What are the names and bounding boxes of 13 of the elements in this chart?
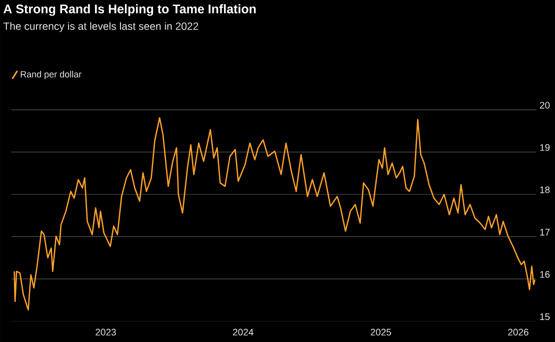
y-tick-label: 15 <box>540 313 550 320</box>
chart-subtitle: The currency is at levels last seen in 2022 <box>3 22 198 32</box>
x-tick-label: 2026 <box>508 328 528 336</box>
y-tick-label: 17 <box>540 228 550 236</box>
x-tick-label: 2024 <box>233 328 254 336</box>
x-tick-label: 2023 <box>96 328 116 336</box>
chart-title: A Strong Rand Is Helping to Tame Inflation <box>4 4 256 16</box>
y-tick-label: 18 <box>540 186 550 194</box>
y-tick-label: 16 <box>540 271 550 278</box>
y-tick-label: 20 <box>540 102 550 109</box>
x-tick-label: 2025 <box>370 328 392 336</box>
legend-label: Rand per dollar <box>20 70 82 80</box>
y-tick-label: 19 <box>540 144 550 151</box>
